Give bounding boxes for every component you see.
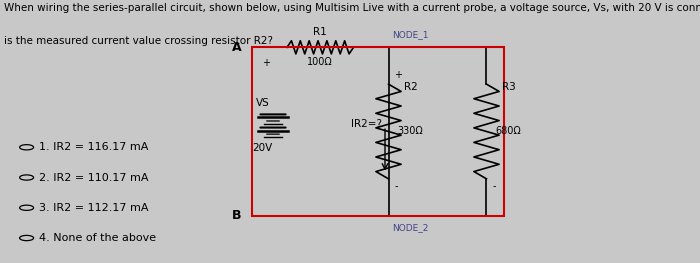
Text: NODE_1: NODE_1 <box>392 31 428 39</box>
Text: +: + <box>262 58 270 68</box>
Text: -: - <box>394 181 398 191</box>
Text: VS: VS <box>256 98 270 108</box>
Text: B: B <box>232 209 242 222</box>
Text: R2: R2 <box>404 82 418 92</box>
Text: 680Ω: 680Ω <box>495 127 521 136</box>
Text: A: A <box>232 41 242 54</box>
Text: 4. None of the above: 4. None of the above <box>39 233 156 243</box>
Text: 330Ω: 330Ω <box>397 127 423 136</box>
Text: 2. IR2 = 110.17 mA: 2. IR2 = 110.17 mA <box>39 173 148 183</box>
Text: 1. IR2 = 116.17 mA: 1. IR2 = 116.17 mA <box>39 142 148 152</box>
Text: +: + <box>394 70 402 80</box>
Text: IR2=?: IR2=? <box>351 119 382 129</box>
Text: When wiring the series-parallel circuit, shown below, using Multisim Live with a: When wiring the series-parallel circuit,… <box>4 3 700 13</box>
Text: -: - <box>492 181 496 191</box>
Text: R3: R3 <box>502 82 516 92</box>
Text: NODE_2: NODE_2 <box>392 224 428 232</box>
Text: 20V: 20V <box>253 143 272 153</box>
Text: 100Ω: 100Ω <box>307 57 333 67</box>
Text: 3. IR2 = 112.17 mA: 3. IR2 = 112.17 mA <box>39 203 148 213</box>
Text: R1: R1 <box>314 27 327 37</box>
Text: is the measured current value crossing resistor R2?: is the measured current value crossing r… <box>4 36 272 45</box>
